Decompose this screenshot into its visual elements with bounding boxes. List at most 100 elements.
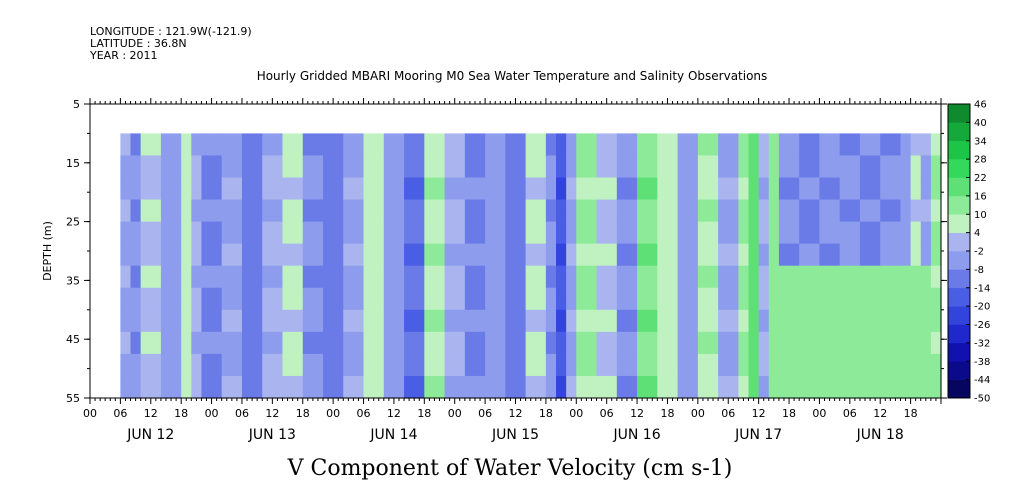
y-tick-label: 15 [66, 157, 80, 170]
heatmap-cell [302, 199, 324, 223]
heatmap-cell [697, 199, 719, 223]
heatmap-cell [819, 353, 841, 377]
heatmap-cell [768, 133, 780, 157]
heatmap-cell [677, 353, 699, 377]
heatmap-cell [545, 221, 557, 245]
heatmap-cell [525, 353, 547, 377]
heatmap-cell [424, 243, 446, 267]
x-hour-label: 12 [752, 407, 766, 420]
heatmap-cell [799, 177, 821, 201]
heatmap-cell [930, 221, 942, 245]
x-day-label: JUN 17 [734, 427, 782, 443]
heatmap-cell [444, 177, 466, 201]
heatmap-cell [120, 243, 132, 267]
heatmap-cell [424, 221, 446, 245]
heatmap-cell [160, 133, 182, 157]
heatmap-cell [596, 221, 618, 245]
heatmap-cell [738, 221, 750, 245]
heatmap-cell [160, 353, 182, 377]
heatmap-cell [140, 199, 162, 223]
heatmap-cell [839, 177, 861, 201]
heatmap-cell [464, 265, 486, 289]
heatmap-cell [262, 177, 284, 201]
heatmap-cell [464, 221, 486, 245]
heatmap-cell [616, 287, 638, 311]
colorbar: -50 -44 -38 -32 -26 -20 -14 -8 -2 4 10 16 22 28 34 40 46 [947, 100, 990, 405]
heatmap-cell [444, 287, 466, 311]
heatmap-cell [819, 265, 841, 289]
heatmap-cell [545, 199, 557, 223]
heatmap-cell [657, 155, 679, 179]
heatmap-cell [839, 353, 861, 377]
heatmap-cell [485, 353, 506, 377]
heatmap-cell [241, 199, 263, 223]
heatmap-cell [799, 133, 821, 157]
heatmap-cell [576, 221, 598, 245]
heatmap-cell [485, 221, 506, 245]
x-hour-label: 12 [509, 407, 523, 420]
colorbar-swatch [948, 104, 970, 123]
heatmap-cell [930, 155, 942, 179]
heatmap-cell [758, 331, 770, 355]
heatmap-cell [282, 221, 304, 245]
heatmap-cell [241, 177, 263, 201]
heatmap-cell [363, 331, 385, 355]
colorbar-swatch [948, 140, 970, 160]
heatmap-cell [596, 287, 618, 311]
heatmap-cell [505, 375, 527, 399]
heatmap-cell [859, 177, 881, 201]
heatmap-cell [900, 309, 912, 333]
heatmap-cell [799, 309, 821, 333]
colorbar-label: 34 [974, 136, 987, 147]
colorbar-label: 46 [974, 100, 987, 111]
heatmap-cell [930, 331, 942, 355]
heatmap-cell [677, 243, 699, 267]
heatmap-cell [505, 287, 527, 311]
colorbar-label: -14 [974, 283, 990, 294]
heatmap-cell [383, 353, 405, 377]
heatmap-cell [799, 243, 821, 267]
heatmap-cell [880, 353, 902, 377]
heatmap-cell [697, 133, 719, 157]
heatmap-cell [596, 309, 618, 333]
heatmap-cell [566, 199, 577, 223]
heatmap-cell [556, 309, 567, 333]
heatmap-cell [160, 177, 182, 201]
heatmap-cell [363, 221, 385, 245]
heatmap-cell [677, 177, 699, 201]
heatmap-cell [677, 133, 699, 157]
heatmap-cell [221, 265, 243, 289]
colorbar-label: -20 [974, 302, 990, 313]
heatmap-cell [241, 331, 263, 355]
heatmap-cell [758, 133, 770, 157]
heatmap-cell [505, 309, 527, 333]
heatmap-cell [859, 155, 881, 179]
heatmap-cell [525, 265, 547, 289]
heatmap-cell [556, 199, 567, 223]
heatmap-cell [383, 331, 405, 355]
heatmap-cell [383, 199, 405, 223]
heatmap-cell [383, 287, 405, 311]
x-hour-label: 12 [873, 407, 887, 420]
heatmap-cell [768, 353, 780, 377]
heatmap-cell [485, 155, 506, 179]
heatmap-cell [637, 199, 658, 223]
heatmap-cell [637, 287, 658, 311]
heatmap-cell [505, 177, 527, 201]
heatmap-cell [839, 133, 861, 157]
heatmap-cell [201, 199, 223, 223]
heatmap-cell [404, 287, 425, 311]
heatmap-cell [566, 309, 577, 333]
heatmap-cell [748, 243, 760, 267]
heatmap-cell [556, 353, 567, 377]
heatmap-cell [718, 309, 739, 333]
heatmap-cell [799, 287, 821, 311]
heatmap-cell [464, 199, 486, 223]
heatmap-cell [363, 243, 385, 267]
heatmap-cell [566, 353, 577, 377]
heatmap-cell [424, 287, 446, 311]
x-day-label: JUN 14 [369, 427, 417, 443]
heatmap-cell [738, 155, 750, 179]
heatmap-cell [201, 265, 223, 289]
